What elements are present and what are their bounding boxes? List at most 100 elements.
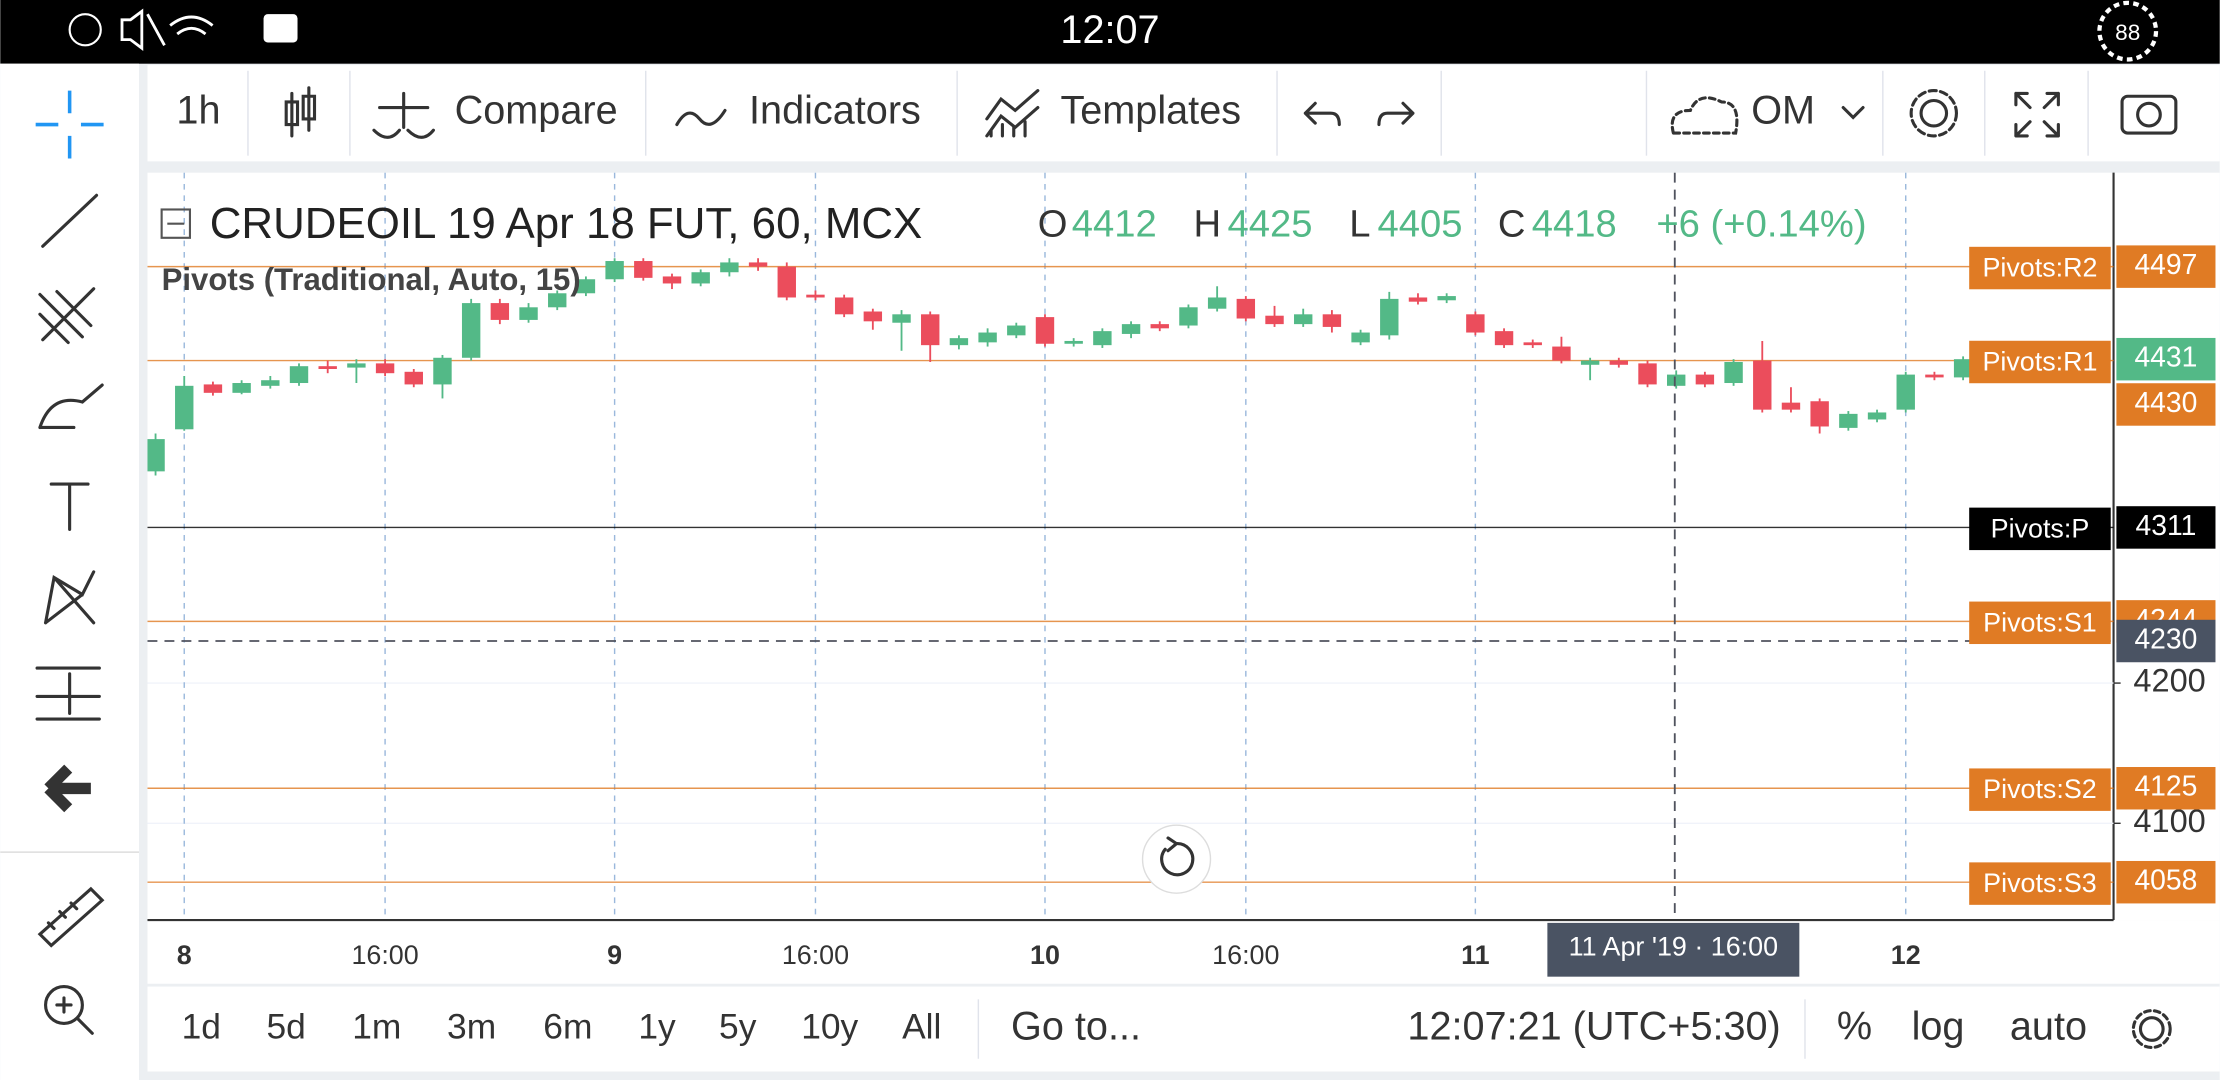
- range-button[interactable]: 5d: [267, 1007, 306, 1046]
- crosshair-tool[interactable]: [35, 90, 104, 159]
- interval-button[interactable]: 1h: [176, 89, 220, 133]
- pivot-price-label: 4125: [2134, 770, 2197, 802]
- pivot-price-tag: [2116, 860, 2216, 904]
- range-button[interactable]: 3m: [447, 1007, 496, 1046]
- brush-tool[interactable]: [38, 383, 104, 430]
- clock[interactable]: 12:07:21 (UTC+5:30): [1407, 1005, 1780, 1049]
- candle-body: [1437, 296, 1456, 301]
- pivot-label: Pivots:R2: [1982, 253, 2097, 283]
- pivot-label-box: [1969, 246, 2111, 290]
- range-button[interactable]: 5y: [719, 1007, 757, 1046]
- candle-body: [662, 276, 682, 284]
- account-button[interactable]: OM: [1751, 89, 1815, 133]
- auto-toggle[interactable]: auto: [2010, 1005, 2087, 1049]
- chart-pane: [147, 172, 2114, 921]
- candle-body: [347, 363, 366, 368]
- candle-body: [691, 272, 710, 284]
- pivot-label-box: [1969, 507, 2111, 551]
- x-tick-label: 9: [607, 940, 622, 970]
- undo-button[interactable]: [1303, 101, 1341, 127]
- candle-body: [261, 380, 280, 386]
- battery: [2097, 0, 2159, 62]
- candle-body: [1265, 315, 1284, 325]
- line-tool[interactable]: [41, 193, 99, 248]
- pivot-price-tag: [2116, 383, 2216, 426]
- candle-body: [1753, 360, 1772, 410]
- candle-body: [1322, 314, 1342, 327]
- reset-button[interactable]: [1141, 824, 1212, 894]
- candle-body: [1781, 402, 1801, 410]
- snapshot-button[interactable]: [2120, 94, 2178, 135]
- pivot-label: Pivots:S3: [1983, 868, 2097, 898]
- candle-body: [1035, 317, 1055, 344]
- log-toggle[interactable]: log: [1912, 1005, 1965, 1049]
- chart-type-button[interactable]: [284, 86, 317, 138]
- indicator-legend[interactable]: Pivots (Traditional, Auto, 15): [162, 262, 581, 297]
- candle-body: [921, 314, 940, 346]
- crosshair-time-tag: [1547, 922, 1800, 977]
- crosshair-price-tag: [2116, 619, 2216, 663]
- range-button[interactable]: 1y: [638, 1007, 676, 1046]
- pivot-price-tag: [2116, 506, 2216, 549]
- candle-body: [634, 261, 653, 278]
- time-axis: [147, 920, 2220, 984]
- account-dropdown[interactable]: [1841, 106, 1865, 120]
- percent-toggle[interactable]: %: [1837, 1005, 1872, 1049]
- compare-button[interactable]: Compare: [455, 89, 618, 133]
- goto-button[interactable]: Go to...: [1011, 1005, 1141, 1049]
- settings-button[interactable]: [1919, 98, 1949, 128]
- zoom-tool[interactable]: [44, 985, 84, 1025]
- candle-body: [433, 357, 452, 385]
- back-tool[interactable]: [44, 764, 91, 813]
- status-icon: [68, 13, 102, 47]
- candle-body: [949, 338, 969, 346]
- candle-body: [1638, 363, 1657, 385]
- candle-body: [1666, 374, 1686, 386]
- x-tick-label: 11: [1461, 940, 1489, 970]
- range-button[interactable]: 1d: [182, 1007, 221, 1046]
- ruler-tool[interactable]: [37, 886, 105, 948]
- candle-body: [203, 384, 223, 393]
- pattern-tool[interactable]: [44, 570, 96, 625]
- collapse-button[interactable]: [160, 208, 192, 239]
- status-bar: [0, 0, 2220, 64]
- pivot-price-label: 4311: [2136, 509, 2197, 541]
- candle-body: [748, 262, 768, 267]
- indicators-button[interactable]: Indicators: [749, 89, 921, 133]
- prediction-tool[interactable]: [35, 666, 101, 721]
- redo-button[interactable]: [1377, 101, 1415, 127]
- templates-button[interactable]: Templates: [1060, 89, 1241, 133]
- candle-body: [1121, 324, 1141, 334]
- range-button[interactable]: 6m: [543, 1007, 592, 1046]
- range-button[interactable]: 1m: [352, 1007, 401, 1046]
- pivot-label-box: [1969, 768, 2111, 811]
- candle-body: [1236, 298, 1256, 319]
- pivot-price-label: 4430: [2134, 386, 2197, 418]
- candle-body: [978, 332, 997, 343]
- pivot-label: Pivots:R1: [1982, 347, 2097, 377]
- pivot-price-tag: [2116, 245, 2216, 288]
- indicators-icon: [675, 108, 727, 127]
- compare-icon: [372, 91, 435, 139]
- range-button[interactable]: 10y: [801, 1007, 858, 1046]
- range-button[interactable]: All: [902, 1007, 941, 1046]
- fib-tool[interactable]: [38, 287, 96, 345]
- last-price-label: 4431: [2134, 341, 2197, 373]
- candle-body: [289, 366, 309, 384]
- status-icon: [263, 14, 298, 43]
- candle-body: [1724, 361, 1743, 384]
- x-tick-label: 16:00: [351, 940, 418, 970]
- candle-body: [1207, 297, 1227, 309]
- text-tool[interactable]: [49, 482, 90, 531]
- candle-body: [175, 385, 194, 430]
- candle-body: [1896, 374, 1915, 410]
- axis-settings-button[interactable]: [2138, 1016, 2165, 1042]
- x-tick-label: 10: [1030, 940, 1060, 970]
- candle-body: [1552, 346, 1571, 361]
- candle-body: [777, 266, 796, 298]
- symbol-title[interactable]: CRUDEOIL 19 Apr 18 FUT, 60, MCX: [210, 199, 923, 248]
- candle-body: [232, 383, 251, 393]
- fullscreen-button[interactable]: [2014, 91, 2060, 138]
- top-toolbar: [147, 65, 2220, 162]
- candle-body: [720, 262, 739, 273]
